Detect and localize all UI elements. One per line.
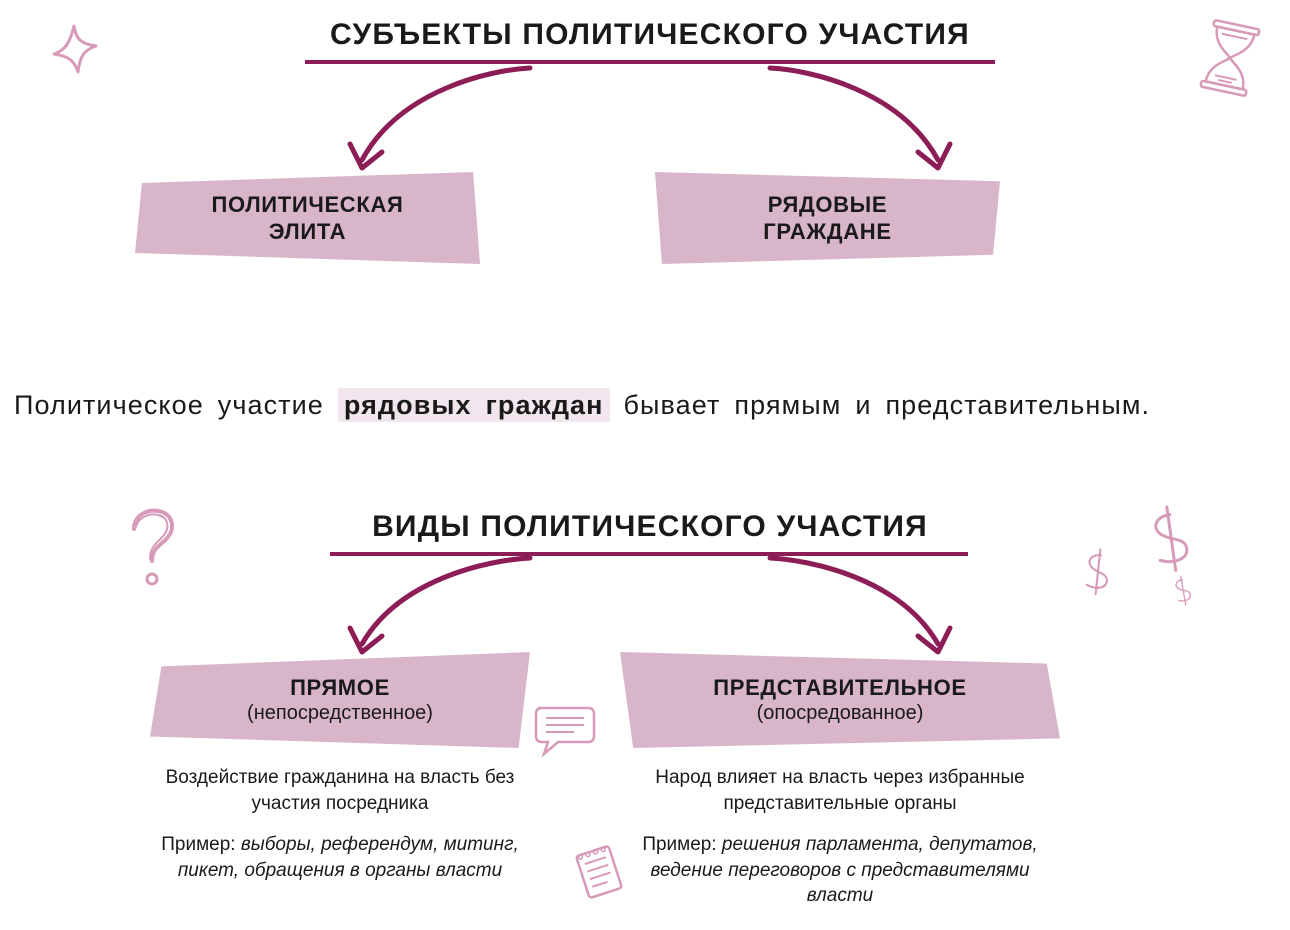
diagram1-arrow-right [760,60,960,180]
diagram2-arrow-left [340,552,540,662]
hourglass-icon [1195,18,1265,98]
diagram2-desc-left: Воздействие гражданина на власть без уча… [155,765,525,816]
diagram2-arrow-right [760,552,960,662]
intro-paragraph: Политическое участие рядовых граждан быв… [14,382,1276,429]
diagram2-desc-right: Народ влияет на власть через избранные п… [640,765,1040,816]
diagram1-arrow-left [340,60,540,180]
diagram1-box-citizens: РЯДОВЫЕГРАЖДАНЕ [655,172,1000,264]
speech-bubble-icon [530,700,600,760]
diagram1-box-citizens-label: РЯДОВЫЕГРАЖДАНЕ [763,191,891,246]
intro-pre: Политическое участие [14,390,338,420]
diagram2-box-direct-label: ПРЯМОЕ [290,674,390,702]
dollar-icon [1075,500,1215,620]
diagram2-box-representative-label: ПРЕДСТАВИТЕЛЬНОЕ [713,674,966,702]
notepad-icon [572,842,627,902]
diagram2-box-representative: ПРЕДСТАВИТЕЛЬНОЕ (опосредованное) [620,652,1060,748]
star-icon [42,22,106,86]
diagram2-box-direct-sub: (непосредственное) [247,701,433,726]
diagram2-example-left-label: Пример: [161,834,241,855]
question-icon [122,505,182,595]
diagram1-title: СУБЪЕКТЫ ПОЛИТИЧЕСКОГО УЧАСТИЯ [300,18,1000,52]
diagram1-box-elite-label: ПОЛИТИЧЕСКАЯЭЛИТА [212,191,404,246]
diagram2-box-representative-sub: (опосредованное) [757,701,924,726]
intro-post: бывает прямым и представительным. [610,390,1151,420]
diagram2-example-right-label: Пример: [642,834,722,855]
diagram2-example-left: Пример: выборы, референдум, митинг, пике… [155,832,525,883]
diagram2-title: ВИДЫ ПОЛИТИЧЕСКОГО УЧАСТИЯ [330,510,970,544]
diagram2-example-right: Пример: решения парламента, депутатов, в… [630,832,1050,909]
intro-highlight: рядовых граждан [338,388,610,422]
diagram1-box-elite: ПОЛИТИЧЕСКАЯЭЛИТА [135,172,480,264]
diagram2-box-direct: ПРЯМОЕ (непосредственное) [150,652,530,748]
